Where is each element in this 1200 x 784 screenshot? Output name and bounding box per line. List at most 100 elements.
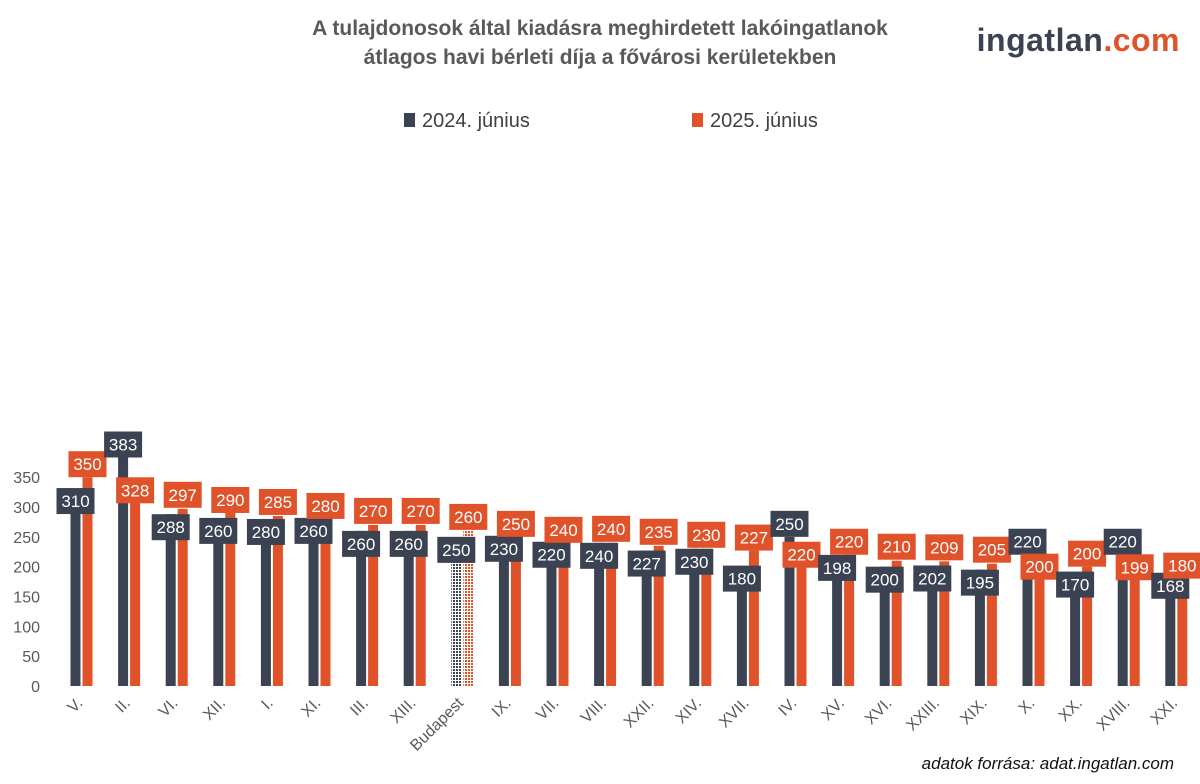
bar-2024	[260, 518, 271, 686]
data-label-2025: 250	[502, 515, 530, 534]
chart-title-line-1: A tulajdonosok által kiadásra meghirdete…	[312, 17, 888, 40]
data-label-2024: 260	[299, 522, 327, 541]
bar-2025	[1034, 566, 1045, 686]
bar-2025	[558, 542, 569, 686]
data-label-2024: 260	[204, 522, 232, 541]
x-category-label: III.	[347, 695, 372, 720]
data-label-2024-box	[484, 535, 523, 562]
bar-2025	[606, 542, 617, 686]
data-label-2025-box	[782, 541, 821, 568]
source-note: adatok forrása: adat.ingatlan.com	[921, 754, 1174, 773]
bar-2024	[498, 548, 509, 686]
bar-2024	[927, 565, 938, 686]
data-label-2024: 180	[728, 570, 756, 589]
y-tick-label: 100	[13, 619, 40, 636]
bar-2024	[118, 457, 129, 686]
data-label-2024: 260	[395, 535, 423, 554]
brand-logo-accent: .com	[1103, 22, 1180, 58]
data-label-2025-box	[830, 528, 869, 555]
data-label-2025: 280	[311, 497, 339, 516]
data-label-2025-box	[68, 451, 107, 478]
bar-2025	[225, 512, 236, 686]
bar-2025	[1082, 566, 1093, 686]
data-label-2025: 350	[73, 455, 101, 474]
data-label-2024: 260	[347, 535, 375, 554]
x-category-label: X.	[1016, 695, 1039, 718]
data-label-2025-box	[401, 497, 440, 524]
data-label-2025-box	[687, 521, 726, 548]
x-category-label: Budapest	[407, 694, 467, 754]
data-label-2024: 240	[585, 547, 613, 566]
data-label-2024: 200	[871, 571, 899, 590]
data-label-2024: 220	[537, 546, 565, 565]
data-label-2024: 383	[109, 436, 137, 455]
x-category-label: XXII.	[621, 695, 658, 732]
y-tick-label: 350	[13, 470, 40, 487]
bar-2025	[368, 524, 379, 686]
data-label-2024-box	[1103, 528, 1142, 555]
data-label-2025: 205	[978, 541, 1006, 560]
legend-label: 2024. június	[422, 110, 530, 132]
data-label-2025: 240	[549, 521, 577, 540]
data-label-2025-box	[1115, 554, 1154, 581]
bar-2024	[546, 554, 557, 686]
x-category-label: XVII.	[716, 695, 753, 732]
data-label-2025: 270	[359, 502, 387, 521]
data-label-2025: 209	[930, 538, 958, 557]
x-category-label: II.	[112, 695, 133, 716]
y-tick-label: 250	[13, 530, 40, 547]
data-label-2025: 199	[1121, 558, 1149, 577]
data-label-2024: 168	[1156, 577, 1184, 596]
data-label-2025-box	[972, 536, 1011, 563]
data-label-2025-box	[544, 516, 583, 543]
data-label-2024-box	[960, 569, 999, 596]
data-label-2024: 227	[633, 555, 661, 574]
data-label-2024: 195	[966, 574, 994, 593]
data-label-2025: 220	[787, 546, 815, 565]
data-label-2024-box	[532, 541, 571, 568]
x-category-label: XV.	[819, 695, 848, 724]
x-category-label: VII.	[533, 695, 562, 724]
bar-2024	[832, 567, 843, 686]
bar-2024	[451, 536, 462, 686]
data-label-2024: 250	[442, 541, 470, 560]
data-label-2025-box	[354, 497, 393, 524]
data-label-2024: 230	[680, 553, 708, 572]
bar-2024	[1070, 584, 1081, 686]
data-label-2025-box	[592, 515, 631, 542]
bar-2024	[594, 542, 605, 686]
data-label-2024-box	[913, 565, 952, 592]
bar-2025	[415, 524, 426, 686]
bar-2024	[213, 530, 224, 686]
data-label-2025-box	[734, 524, 773, 551]
bar-2024	[736, 578, 747, 686]
bar-2025	[1177, 578, 1188, 686]
bar-2025	[986, 563, 997, 686]
chart-title: A tulajdonosok által kiadásra meghirdete…	[200, 14, 1000, 72]
data-label-2024-box	[437, 536, 476, 563]
bar-2025	[177, 508, 188, 686]
bar-2024	[689, 548, 700, 686]
x-category-label: XIV.	[673, 695, 705, 727]
data-label-2025-box	[639, 518, 678, 545]
data-label-2024-box	[722, 565, 761, 592]
data-label-2025: 200	[1073, 545, 1101, 564]
bar-2025	[130, 490, 141, 686]
data-label-2024-box	[151, 514, 190, 541]
legend-swatch	[404, 113, 415, 127]
legend-swatch	[692, 113, 703, 127]
x-category-label: IV.	[776, 695, 801, 720]
data-label-2024: 288	[157, 518, 185, 537]
data-label-2024-box	[199, 517, 238, 544]
x-category-label: VI.	[156, 695, 182, 721]
legend-label: 2025. június	[710, 110, 818, 132]
bar-2025	[510, 536, 521, 686]
data-label-2025: 230	[692, 526, 720, 545]
data-label-2025-box	[925, 534, 964, 561]
x-category-label: V.	[65, 695, 87, 717]
bar-2025	[701, 548, 712, 686]
bar-2025	[891, 560, 902, 686]
data-label-2024-box	[104, 431, 143, 458]
data-label-2025-box	[116, 477, 155, 504]
